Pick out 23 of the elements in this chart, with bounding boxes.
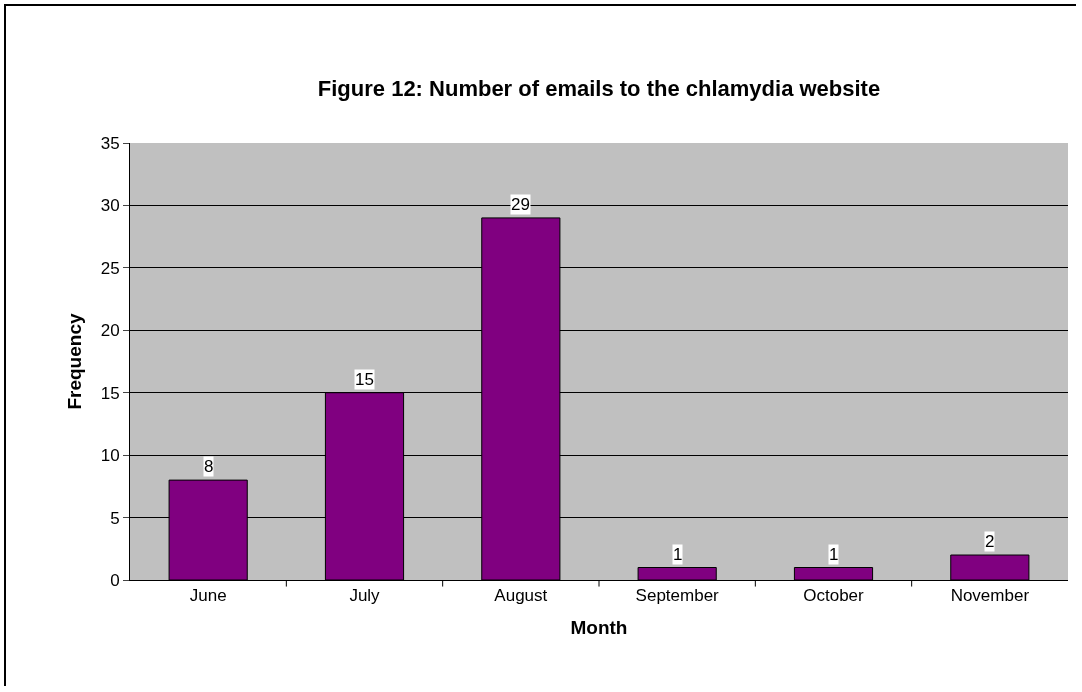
y-tick-label: 0 <box>110 570 120 590</box>
y-tick-label: 5 <box>110 508 120 528</box>
y-tick-label: 10 <box>100 446 120 466</box>
x-tick-label: September <box>635 586 720 606</box>
data-label: 15 <box>355 370 374 389</box>
x-tick-label: October <box>803 586 865 606</box>
x-tick-label: July <box>349 586 381 606</box>
x-axis-title: Month <box>570 617 628 639</box>
y-axis-title: Frequency <box>63 313 85 410</box>
y-tick-label: 15 <box>100 383 120 403</box>
data-label: 1 <box>673 545 683 564</box>
y-tick-label: 20 <box>100 321 120 341</box>
data-label: 8 <box>204 457 214 476</box>
y-tick-label: 30 <box>100 196 120 216</box>
y-tick-label: 25 <box>100 258 120 278</box>
chart-title: Figure 12: Number of emails to the chlamydia website <box>317 75 881 101</box>
x-tick-label: November <box>950 586 1030 606</box>
y-tick-label: 35 <box>100 133 120 153</box>
data-label: 2 <box>985 532 995 551</box>
x-tick-label: August <box>494 586 548 606</box>
x-tick-label: June <box>189 586 227 606</box>
data-label: 1 <box>829 545 839 564</box>
data-label: 29 <box>511 195 530 214</box>
